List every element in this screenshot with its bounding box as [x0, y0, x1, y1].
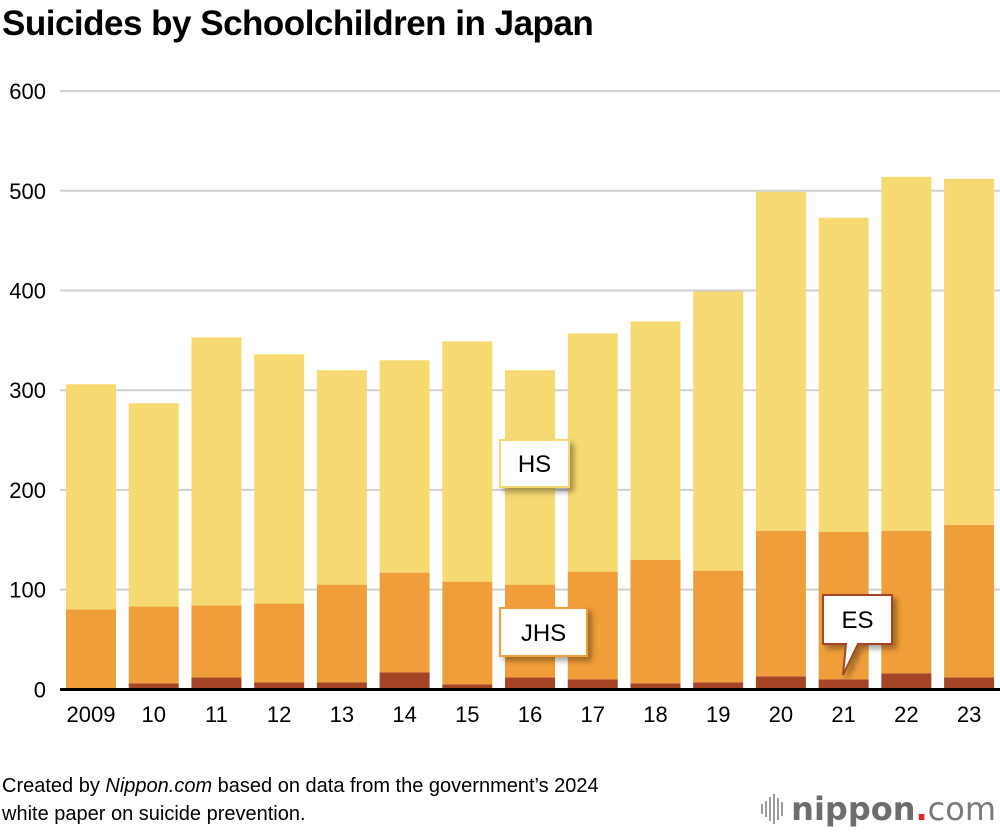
callout-hs: HS [499, 439, 570, 488]
bar-jhs-20 [755, 530, 806, 677]
y-tick-label: 500 [9, 179, 46, 204]
callout-es: ES [822, 594, 893, 676]
logo-dot: . [915, 790, 928, 828]
bar-es-22 [881, 673, 932, 690]
bar-group-17 [567, 333, 618, 690]
bar-hs-19 [693, 291, 744, 571]
callout-jhs-box [499, 607, 588, 657]
bar-hs-15 [442, 341, 493, 582]
bar-jhs-11 [191, 605, 242, 678]
bar-group-12 [254, 354, 305, 690]
callout-es-box [822, 594, 893, 676]
bar-hs-13 [316, 370, 367, 585]
bar-es-17 [567, 679, 618, 690]
x-tick-label: 23 [957, 702, 981, 727]
bar-group-19 [693, 291, 744, 690]
x-tick-label: 2009 [67, 702, 116, 727]
bar-hs-2009 [66, 384, 116, 610]
x-tick-label: 15 [455, 702, 479, 727]
logo-brand: nippon [791, 790, 916, 828]
soundwave-icon [761, 794, 784, 824]
source-note-line2: white paper on suicide prevention. [2, 803, 306, 825]
x-tick-label: 10 [141, 702, 165, 727]
bar-hs-21 [818, 217, 869, 532]
bar-jhs-10 [128, 606, 179, 684]
bar-group-23 [944, 178, 995, 690]
source-prefix: Created by [2, 775, 106, 797]
bar-group-14 [379, 360, 430, 690]
x-tick-label: 18 [643, 702, 667, 727]
bar-hs-23 [944, 178, 995, 525]
x-tick-label: 22 [894, 702, 918, 727]
bar-es-11 [191, 677, 242, 690]
x-tick-label: 19 [706, 702, 730, 727]
y-tick-label: 100 [9, 578, 46, 603]
x-tick-label: 14 [392, 702, 416, 727]
bar-jhs-12 [254, 603, 305, 683]
y-tick-label: 0 [34, 677, 46, 702]
x-tick-label: 20 [769, 702, 793, 727]
bar-hs-14 [379, 360, 430, 573]
logo-tld: com [927, 790, 996, 828]
bar-hs-12 [254, 354, 305, 604]
bar-es-12 [254, 682, 305, 690]
bar-jhs-13 [316, 584, 367, 683]
source-name: Nippon.com [105, 775, 213, 797]
bar-es-15 [442, 684, 493, 690]
bar-group-15 [442, 341, 493, 690]
bar-es-14 [379, 672, 430, 690]
bar-hs-18 [630, 321, 681, 560]
bar-es-18 [630, 683, 681, 690]
bar-hs-22 [881, 176, 932, 531]
bar-es-10 [128, 683, 179, 690]
x-axis: 2009 10 11 12 13 14 15 16 17 18 19 20 21 22 23 [67, 702, 982, 727]
x-tick-label: 21 [831, 702, 855, 727]
source-note-line1: Created by Nippon.com based on data from… [2, 772, 599, 800]
bar-group-22 [881, 176, 932, 690]
bar-group-13 [316, 370, 367, 690]
x-tick-label: 12 [267, 702, 291, 727]
y-tick-label: 300 [9, 378, 46, 403]
bar-group-18 [630, 321, 681, 690]
callout-hs-label: HS [518, 451, 551, 478]
bar-es-19 [693, 682, 744, 690]
bar-jhs-19 [693, 570, 744, 683]
bar-jhs-23 [944, 524, 995, 678]
source-suffix: based on data from the government’s 2024 [212, 775, 599, 797]
bar-hs-10 [128, 403, 179, 607]
bar-es-16 [505, 677, 556, 690]
bar-group-20 [755, 191, 806, 690]
bar-group-10 [128, 403, 179, 690]
y-tick-label: 600 [9, 79, 46, 104]
bar-hs-20 [755, 191, 806, 531]
x-tick-label: 11 [205, 702, 228, 727]
callout-jhs: JHS [499, 607, 588, 657]
x-tick-label: 17 [581, 702, 605, 727]
y-axis: 0 100 200 300 400 500 600 [9, 79, 46, 702]
bar-group-2009 [66, 384, 116, 690]
bar-jhs-2009 [66, 609, 116, 690]
source-note: Created by Nippon.com based on data from… [2, 772, 599, 828]
x-tick-label: 16 [518, 702, 542, 727]
bar-es-21 [818, 679, 869, 690]
bar-hs-17 [567, 333, 618, 572]
callout-jhs-label: JHS [521, 620, 566, 647]
bar-es-23 [944, 677, 995, 690]
bar-hs-11 [191, 337, 242, 606]
bar-es-20 [755, 676, 806, 690]
callout-hs-box [499, 439, 570, 488]
bar-es-13 [316, 682, 367, 690]
bar-group-11 [191, 337, 242, 690]
bar-jhs-18 [630, 559, 681, 684]
x-tick-label: 13 [330, 702, 354, 727]
y-tick-label: 400 [9, 279, 46, 304]
bar-jhs-15 [442, 581, 493, 685]
bar-jhs-14 [379, 572, 430, 673]
chart-title: Suicides by Schoolchildren in Japan [2, 4, 594, 43]
chart: 0 100 200 300 400 500 600 2009 10 11 12 13 14 15 16 17… [9, 79, 1000, 727]
y-tick-label: 200 [9, 478, 46, 503]
callout-es-label: ES [841, 607, 873, 634]
nippon-logo: nippon. com [761, 790, 996, 828]
